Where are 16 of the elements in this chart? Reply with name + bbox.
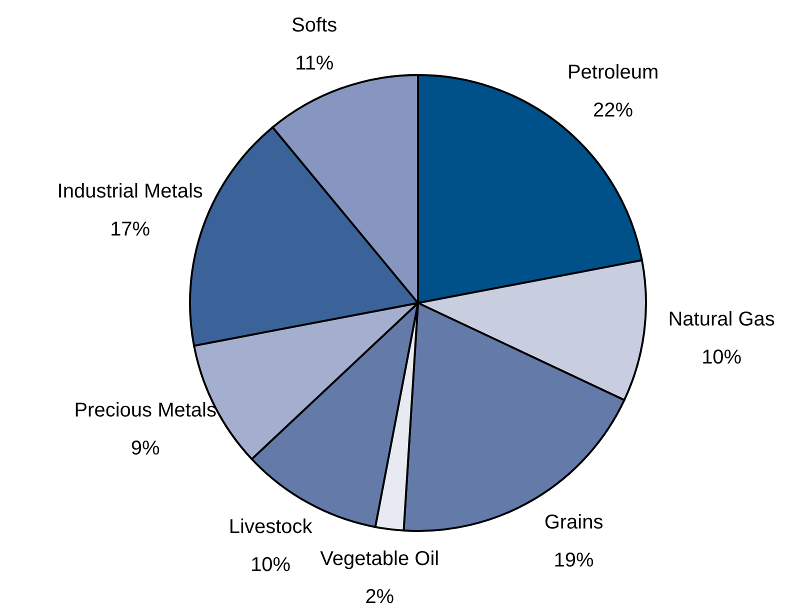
- slice-label: Precious Metals: [74, 399, 216, 422]
- slice-label: Softs: [292, 14, 338, 36]
- data-label: 10%: [702, 346, 742, 369]
- data-label: 9%: [130, 437, 160, 460]
- slice-label: Industrial Metals: [57, 180, 203, 203]
- data-label: 19%: [554, 550, 594, 572]
- data-label: 10%: [250, 554, 291, 576]
- slice-label: Vegetable Oil: [320, 548, 440, 570]
- data-label: 22%: [593, 99, 634, 122]
- slice-label: Livestock: [228, 516, 314, 538]
- data-label: 2%: [365, 586, 394, 608]
- slice-label: Grains: [544, 512, 604, 534]
- data-label: 17%: [110, 218, 150, 241]
- slice-label: Natural Gas: [668, 308, 775, 331]
- slice-label: Petroleum: [567, 61, 659, 84]
- data-label: 11%: [295, 52, 334, 74]
